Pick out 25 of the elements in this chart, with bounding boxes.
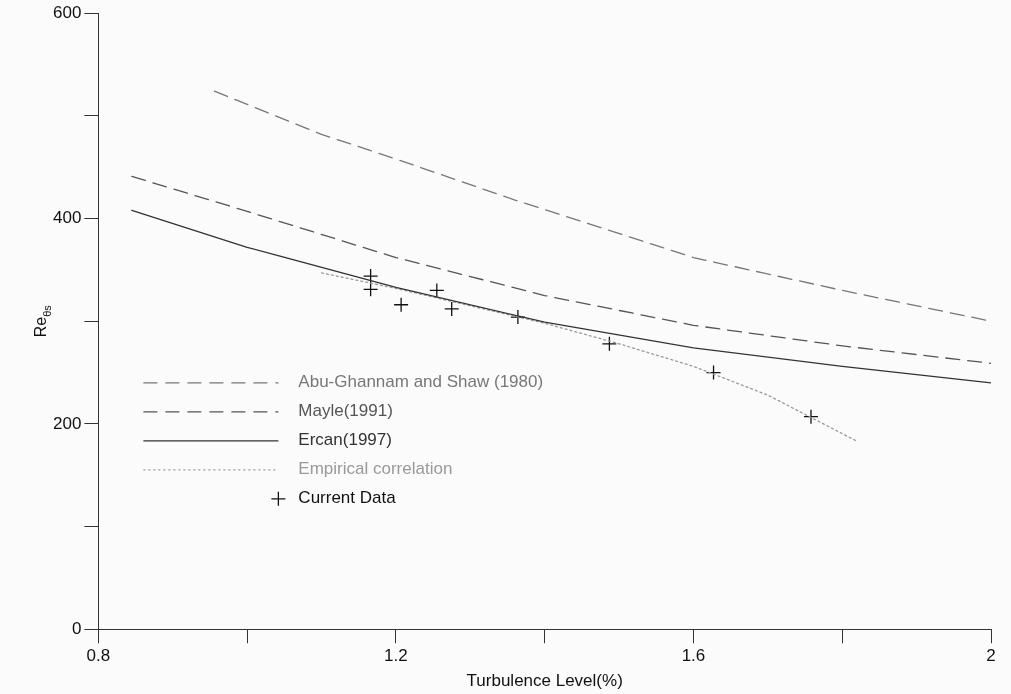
x-tick-label: 1.2 — [384, 646, 408, 666]
text: Ercan(1997) — [298, 430, 392, 450]
point — [601, 336, 618, 352]
point — [803, 409, 819, 425]
x-tick-label: 0.8 — [86, 646, 111, 666]
text: Abu-Ghannam and Shaw (1980) — [298, 372, 544, 392]
point — [362, 281, 379, 298]
point — [510, 309, 526, 325]
x-axis-title: Turbulence Level(%) — [466, 671, 623, 691]
y-tick-label: 0 — [71, 618, 82, 638]
point — [444, 301, 460, 317]
y-tick-label: 600 — [52, 2, 82, 22]
point — [429, 282, 445, 299]
y-axis-title: Reθs — [32, 304, 53, 338]
text: Mayle(1991) — [298, 401, 393, 421]
line-series — [131, 175, 991, 364]
point — [362, 268, 379, 284]
x-tick-label: 1.6 — [681, 646, 706, 666]
y-tick-label: 400 — [52, 208, 82, 228]
legend-label: Current Data — [298, 488, 397, 508]
text: Empirical correlation — [298, 459, 453, 479]
point — [705, 364, 722, 381]
x-tick-label: 2 — [986, 646, 996, 666]
point — [393, 297, 409, 313]
y-tick-label: 200 — [52, 413, 82, 433]
